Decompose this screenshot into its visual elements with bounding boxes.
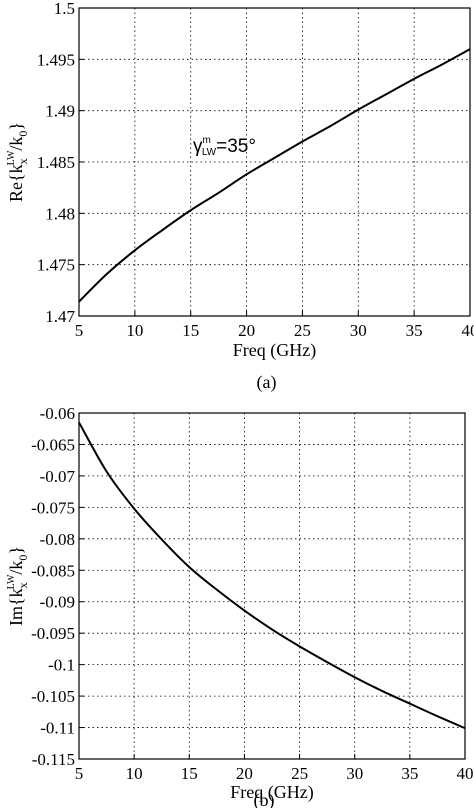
chart-panel-b: 5 10 15 20 25 30 35 40 -0.06 -0.065 -0.07 -0.075 -0.… xyxy=(6,404,474,808)
annotation-gamma: γm LW=35° xyxy=(193,135,256,158)
x-tick-label: 30 xyxy=(350,321,367,340)
y-tick-label: -0.07 xyxy=(40,467,76,486)
panel-label-a: (a) xyxy=(257,372,277,393)
y-tick-label: -0.095 xyxy=(31,624,75,643)
x-tick-label: 10 xyxy=(126,764,143,783)
series-line-b xyxy=(78,421,466,730)
x-tick-label: 35 xyxy=(401,764,418,783)
chart-panel-a: 5 10 15 20 25 30 35 40 1.47 1.475 1.48 1.485 1.49 1.4… xyxy=(6,0,474,393)
ticks-a: 5 10 15 20 25 30 35 40 1.47 1.475 1.48 1.485 1.49 1.4… xyxy=(37,0,474,340)
y-tick-label: -0.06 xyxy=(40,404,75,423)
panel-label-b: (b) xyxy=(254,790,275,808)
x-tick-label: 15 xyxy=(181,764,198,783)
y-tick-label: 1.485 xyxy=(37,153,75,172)
y-tick-label: 1.475 xyxy=(37,256,75,275)
y-tick-label: 1.49 xyxy=(45,102,75,121)
y-axis-label-a: Re{kxLW/k0} xyxy=(6,122,30,202)
x-tick-label: 40 xyxy=(462,321,474,340)
x-tick-label: 25 xyxy=(291,764,308,783)
x-tick-label: 15 xyxy=(182,321,199,340)
ticks-b: 5 10 15 20 25 30 35 40 -0.06 -0.065 -0.07 -0.075 -0.… xyxy=(31,404,473,783)
plot-frame-b xyxy=(78,412,466,760)
y-tick-label: -0.11 xyxy=(40,719,75,738)
x-tick-label: 35 xyxy=(406,321,423,340)
x-axis-label-a: Freq (GHz) xyxy=(233,340,316,361)
x-tick-label: 10 xyxy=(126,321,143,340)
x-tick-label: 5 xyxy=(75,764,84,783)
x-tick-label: 20 xyxy=(238,321,255,340)
series-line-a xyxy=(78,48,471,303)
y-tick-label: -0.08 xyxy=(40,530,75,549)
y-axis-label-b: Im{kxLW/k0} xyxy=(6,546,30,626)
y-tick-label: 1.47 xyxy=(45,307,75,326)
x-tick-label: 40 xyxy=(457,764,474,783)
y-tick-label: -0.1 xyxy=(48,656,75,675)
x-tick-label: 20 xyxy=(236,764,253,783)
y-tick-label: 1.495 xyxy=(37,50,75,69)
y-tick-label: 1.48 xyxy=(45,204,75,223)
grid-b xyxy=(79,413,465,759)
grid-a xyxy=(79,8,470,316)
x-axis-label-b: Freq (GHz) xyxy=(230,782,313,803)
y-tick-label: -0.075 xyxy=(31,498,75,517)
x-tick-label: 30 xyxy=(346,764,363,783)
y-tick-label: -0.085 xyxy=(31,561,75,580)
y-tick-label: -0.09 xyxy=(40,593,75,612)
x-tick-label: 25 xyxy=(294,321,311,340)
y-tick-label: -0.115 xyxy=(32,750,75,769)
x-tick-label: 5 xyxy=(75,321,84,340)
y-tick-label: 1.5 xyxy=(54,0,75,18)
y-tick-label: -0.105 xyxy=(31,687,75,706)
y-tick-label: -0.065 xyxy=(31,435,75,454)
